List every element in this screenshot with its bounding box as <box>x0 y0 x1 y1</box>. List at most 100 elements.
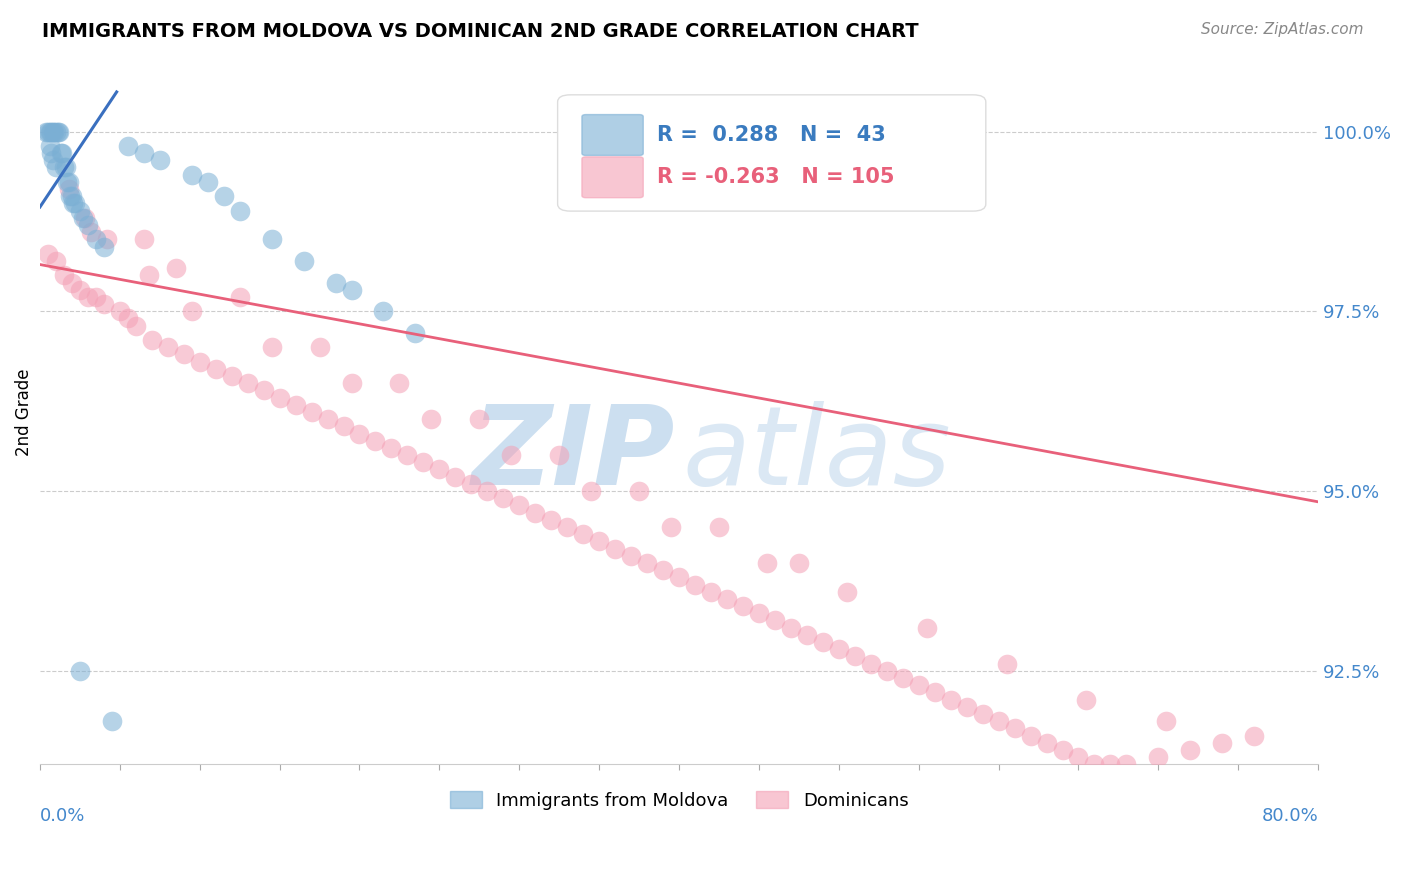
Point <box>35 124 58 138</box>
Point <box>620 549 643 563</box>
Point <box>1099 757 1122 772</box>
FancyBboxPatch shape <box>582 157 644 198</box>
Text: ZIP: ZIP <box>471 401 675 508</box>
Point <box>987 714 1010 728</box>
Point <box>1243 729 1265 743</box>
Point <box>876 664 898 678</box>
Point <box>69 664 91 678</box>
Point <box>460 476 482 491</box>
Point <box>404 326 426 340</box>
Point <box>48 124 70 138</box>
Point <box>468 412 491 426</box>
Point <box>260 340 283 354</box>
Legend: Immigrants from Moldova, Dominicans: Immigrants from Moldova, Dominicans <box>440 782 918 819</box>
Point <box>915 621 938 635</box>
Point <box>907 678 929 692</box>
Point <box>628 483 651 498</box>
Point <box>731 599 754 613</box>
Point <box>1052 743 1074 757</box>
Point <box>55 161 77 175</box>
Point <box>38 139 60 153</box>
Point <box>572 527 595 541</box>
Point <box>956 699 979 714</box>
Point <box>972 706 994 721</box>
Point <box>52 161 75 175</box>
Point <box>228 290 250 304</box>
Point <box>173 347 195 361</box>
Point <box>56 175 79 189</box>
Point <box>101 714 124 728</box>
Point <box>260 232 283 246</box>
Point <box>636 556 658 570</box>
Point <box>73 211 96 225</box>
Point <box>891 671 914 685</box>
Point <box>796 628 818 642</box>
Point <box>1180 743 1202 757</box>
Point <box>51 146 73 161</box>
Point <box>45 124 67 138</box>
Point <box>700 584 723 599</box>
Point <box>156 340 179 354</box>
Point <box>755 556 778 570</box>
Point <box>1019 729 1042 743</box>
Point <box>396 448 419 462</box>
Point <box>52 268 75 283</box>
Point <box>138 268 160 283</box>
Point <box>828 642 851 657</box>
Point <box>555 520 578 534</box>
Point <box>269 391 291 405</box>
Point <box>117 311 139 326</box>
Text: Source: ZipAtlas.com: Source: ZipAtlas.com <box>1201 22 1364 37</box>
Point <box>221 369 243 384</box>
Point <box>141 333 163 347</box>
Point <box>492 491 515 506</box>
Point <box>204 361 226 376</box>
Point <box>308 340 330 354</box>
Point <box>62 196 84 211</box>
Point <box>60 276 83 290</box>
Point <box>995 657 1018 671</box>
Point <box>540 513 562 527</box>
Point <box>77 218 100 232</box>
Point <box>84 232 107 246</box>
Point <box>253 384 276 398</box>
Point <box>125 318 148 333</box>
Point <box>707 520 730 534</box>
Point <box>332 419 354 434</box>
Point <box>1067 750 1090 764</box>
Point <box>301 405 323 419</box>
Point <box>72 211 94 225</box>
Point <box>1211 736 1233 750</box>
Point <box>42 124 65 138</box>
Point <box>58 182 80 196</box>
Point <box>380 441 402 455</box>
Point <box>1156 714 1178 728</box>
Point <box>108 304 131 318</box>
Point <box>96 232 118 246</box>
Point <box>77 290 100 304</box>
Point <box>63 196 86 211</box>
Point <box>180 304 202 318</box>
Point <box>835 584 858 599</box>
Point <box>1083 757 1105 772</box>
Point <box>39 124 62 138</box>
Point <box>84 290 107 304</box>
Point <box>859 657 882 671</box>
Point <box>501 448 523 462</box>
Point <box>548 448 571 462</box>
Text: R =  0.288   N =  43: R = 0.288 N = 43 <box>658 125 886 145</box>
Point <box>652 563 675 577</box>
Point <box>59 189 82 203</box>
Point <box>588 534 610 549</box>
Text: R = -0.263   N = 105: R = -0.263 N = 105 <box>658 168 894 187</box>
Point <box>325 276 347 290</box>
Point <box>69 283 91 297</box>
Point <box>524 506 547 520</box>
Point <box>37 246 59 260</box>
Point <box>780 621 803 635</box>
Point <box>1076 692 1098 706</box>
Text: 80.0%: 80.0% <box>1261 806 1319 824</box>
Point <box>1035 736 1057 750</box>
Point <box>58 175 80 189</box>
Point <box>748 607 770 621</box>
